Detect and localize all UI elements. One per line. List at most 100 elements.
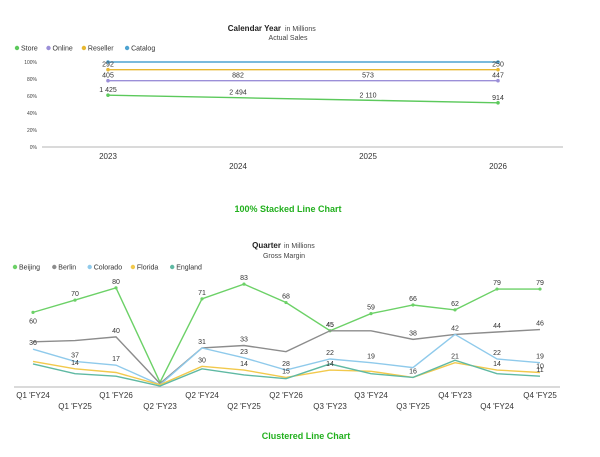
data-label-colorado: 22 <box>326 350 334 357</box>
chart2-subtitle: Gross Margin <box>263 253 305 260</box>
data-label-florida: 14 <box>71 360 79 367</box>
chart1-title: Calendar Year <box>228 24 281 33</box>
legend-label-catalog: Catalog <box>131 46 155 53</box>
data-label-england: 11 <box>536 367 543 374</box>
data-point-store <box>106 93 110 97</box>
data-label-store: 914 <box>492 95 504 102</box>
legend-label-berlin: Berlin <box>58 265 76 272</box>
chart1-ytick-label: 0% <box>30 145 38 151</box>
legend-label-colorado: Colorado <box>94 265 123 272</box>
legend-marker-florida <box>130 264 136 270</box>
data-label-florida: 21 <box>451 354 459 361</box>
chart2-xtick-label: Q1 'FY25 <box>58 402 92 411</box>
chart2-caption: Clustered Line Chart <box>262 431 351 441</box>
data-point-online <box>106 78 110 83</box>
data-label-reseller: 250 <box>492 62 504 69</box>
legend-marker-berlin <box>52 264 57 270</box>
chart1-xtick-label: 2024 <box>229 162 247 171</box>
data-label-beijing: 66 <box>409 296 417 303</box>
data-label-berlin: 44 <box>493 323 501 330</box>
series-line-colorado <box>32 333 541 386</box>
data-point-catalog <box>496 60 500 64</box>
data-label-colorado: 17 <box>112 356 120 363</box>
data-label-online: 882 <box>232 73 244 80</box>
legend-label-beijing: Beijing <box>19 265 40 272</box>
data-label-colorado: 23 <box>240 349 248 356</box>
data-label-online: 405 <box>102 73 114 80</box>
data-label-florida: 14 <box>493 361 501 368</box>
data-label-berlin: 33 <box>240 337 248 344</box>
legend-marker-reseller <box>81 45 87 51</box>
legend-marker-colorado <box>87 264 92 270</box>
data-label-colorado: 36 <box>29 340 37 347</box>
series-line-beijing <box>32 283 540 384</box>
data-label-beijing: 79 <box>536 280 544 287</box>
data-label-beijing: 60 <box>29 318 37 325</box>
data-point-beijing <box>114 286 118 290</box>
chart2-xtick-label: Q4 'FY25 <box>523 391 557 400</box>
chart2-xtick-label: Q4 'FY24 <box>480 402 514 411</box>
chart2-xtick-label: Q3 'FY25 <box>396 402 430 411</box>
data-label-beijing: 70 <box>71 291 79 298</box>
chart2-xtick-label: Q2 'FY26 <box>269 391 303 400</box>
legend-label-england: England <box>176 265 202 272</box>
legend-label-reseller: Reseller <box>88 46 114 53</box>
data-point-reseller <box>106 67 110 72</box>
chart2-xtick-label: Q1 'FY24 <box>16 391 50 400</box>
data-label-colorado: 42 <box>451 325 459 332</box>
data-point-beijing <box>495 287 499 291</box>
data-point-beijing <box>242 282 246 286</box>
data-label-colorado: 28 <box>282 361 290 368</box>
data-label-colorado: 19 <box>536 354 544 361</box>
data-label-beijing: 59 <box>367 305 375 312</box>
chart1-ytick-label: 40% <box>27 111 38 117</box>
chart2-title-suffix: in Millions <box>284 243 315 250</box>
chart1-lines <box>106 60 500 105</box>
data-label-berlin: 46 <box>536 321 544 328</box>
chart2-xtick-label: Q2 'FY23 <box>143 402 177 411</box>
data-label-beijing: 71 <box>198 290 206 297</box>
data-label-berlin: 40 <box>112 328 120 335</box>
data-label-online: 447 <box>492 73 504 80</box>
data-point-beijing <box>73 298 77 302</box>
data-label-florida: 15 <box>282 368 290 375</box>
data-point-beijing <box>200 297 204 301</box>
series-line-store <box>107 94 499 104</box>
data-label-beijing: 80 <box>112 279 120 286</box>
data-label-store: 2 494 <box>229 90 247 97</box>
data-label-online: 573 <box>362 73 374 80</box>
series-line-england <box>32 359 541 387</box>
data-label-florida: 14 <box>240 361 248 368</box>
data-label-beijing: 79 <box>493 280 501 287</box>
stacked-line-chart: Calendar Year in Millions Actual Sales S… <box>14 24 563 214</box>
chart1-ytick-label: 80% <box>27 77 38 83</box>
chart2-xtick-label: Q3 'FY24 <box>354 391 388 400</box>
data-point-beijing <box>411 303 415 307</box>
chart1-title-suffix: in Millions <box>285 26 316 33</box>
data-label-beijing: 45 <box>326 322 334 329</box>
data-point-online <box>496 78 500 83</box>
legend-label-online: Online <box>53 46 73 53</box>
legend-marker-store <box>14 45 20 51</box>
data-label-florida: 14 <box>326 361 334 368</box>
data-point-beijing <box>328 329 332 333</box>
chart1-xtick-label: 2026 <box>489 162 507 171</box>
data-point-beijing <box>453 308 457 312</box>
data-point-beijing <box>284 300 288 305</box>
chart2-xtick-label: Q3 'FY23 <box>313 402 347 411</box>
data-point-beijing <box>31 310 35 314</box>
data-label-berlin: 45 <box>326 322 334 329</box>
data-label-florida: 16 <box>409 368 417 375</box>
chart1-xtick-label: 2023 <box>99 152 117 161</box>
chart1-ytick-label: 20% <box>27 128 38 134</box>
chart1-xtick-label: 2025 <box>359 152 377 161</box>
legend-marker-england <box>170 264 175 270</box>
chart1-caption: 100% Stacked Line Chart <box>234 204 341 214</box>
chart2-title: Quarter <box>252 241 281 250</box>
chart1-subtitle: Actual Sales <box>269 35 308 42</box>
chart2-lines <box>31 282 542 387</box>
data-point-beijing <box>369 311 373 316</box>
data-point-catalog <box>106 60 110 64</box>
chart1-data-labels: 1 425 2 494 2 110 914 405 882 573 447 292 250 <box>99 62 504 102</box>
